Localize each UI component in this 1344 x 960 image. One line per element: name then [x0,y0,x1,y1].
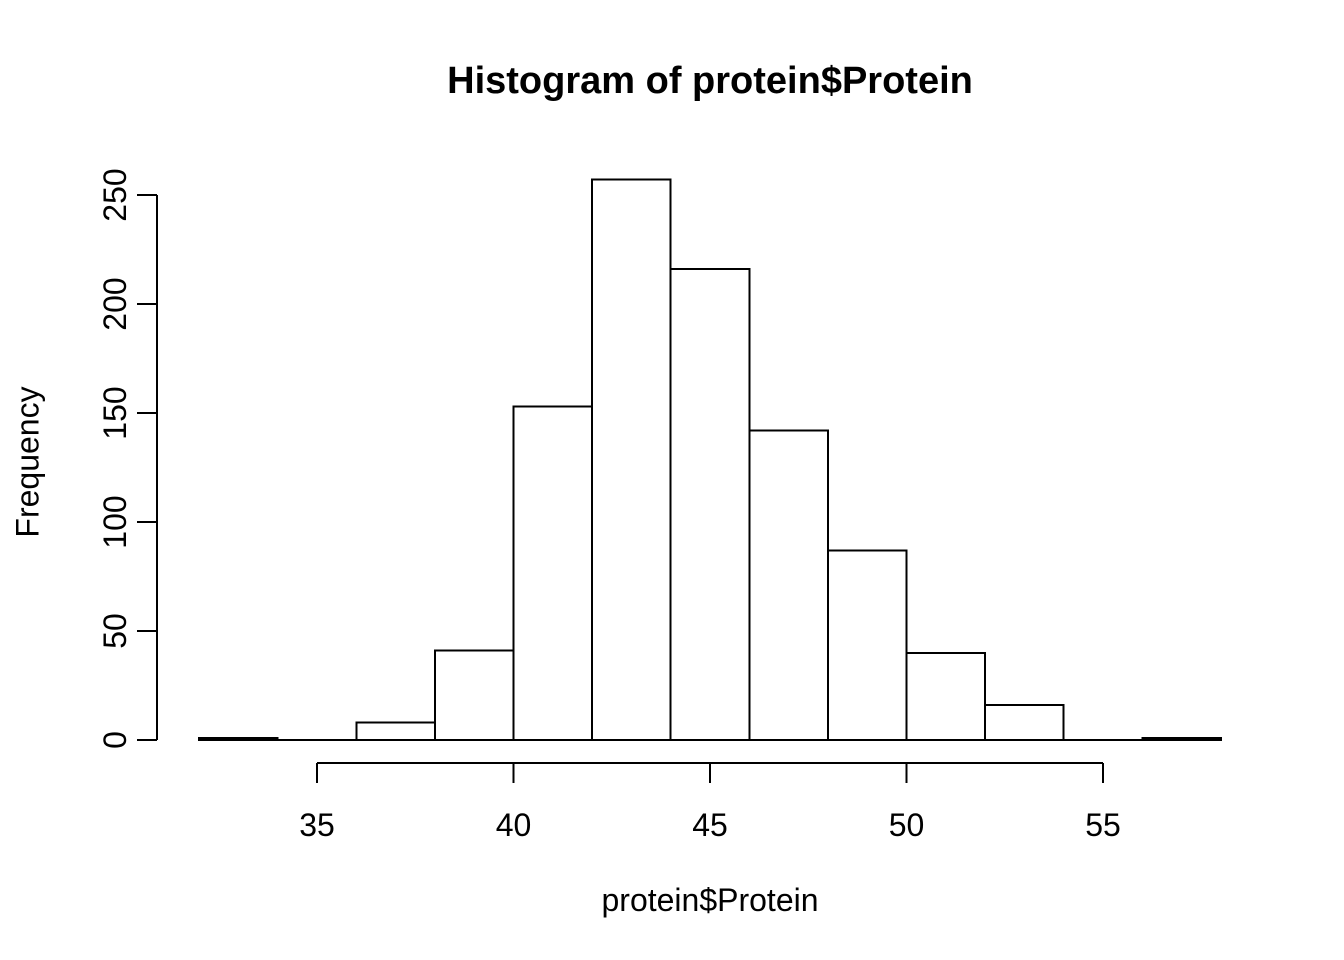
histogram-bar [669,268,751,741]
y-tick-label: 0 [97,731,133,749]
histogram-bar [355,721,436,741]
y-axis-title: Frequency [9,386,46,538]
x-tick-label: 50 [889,807,925,843]
histogram-bar [748,429,829,741]
x-tick-label: 55 [1085,807,1121,843]
x-axis-title: protein$Protein [601,882,819,918]
histogram-bar [591,178,672,741]
y-tick-label: 100 [97,495,133,548]
y-tick-label: 150 [97,386,133,439]
histogram-bar [905,651,987,741]
histogram-bar [433,649,515,741]
x-tick-label: 45 [692,807,728,843]
histogram-bar [512,405,594,741]
x-tick-label: 40 [496,807,532,843]
histogram-bar [1141,736,1222,741]
plot-title: Histogram of protein$Protein [447,60,973,102]
y-tick-label: 250 [97,168,133,221]
y-tick-label: 200 [97,277,133,330]
histogram-bar [826,549,908,741]
x-tick-label: 35 [299,807,335,843]
histogram-bar [984,704,1065,741]
y-tick-label: 50 [97,613,133,649]
histogram-bar [198,736,279,741]
